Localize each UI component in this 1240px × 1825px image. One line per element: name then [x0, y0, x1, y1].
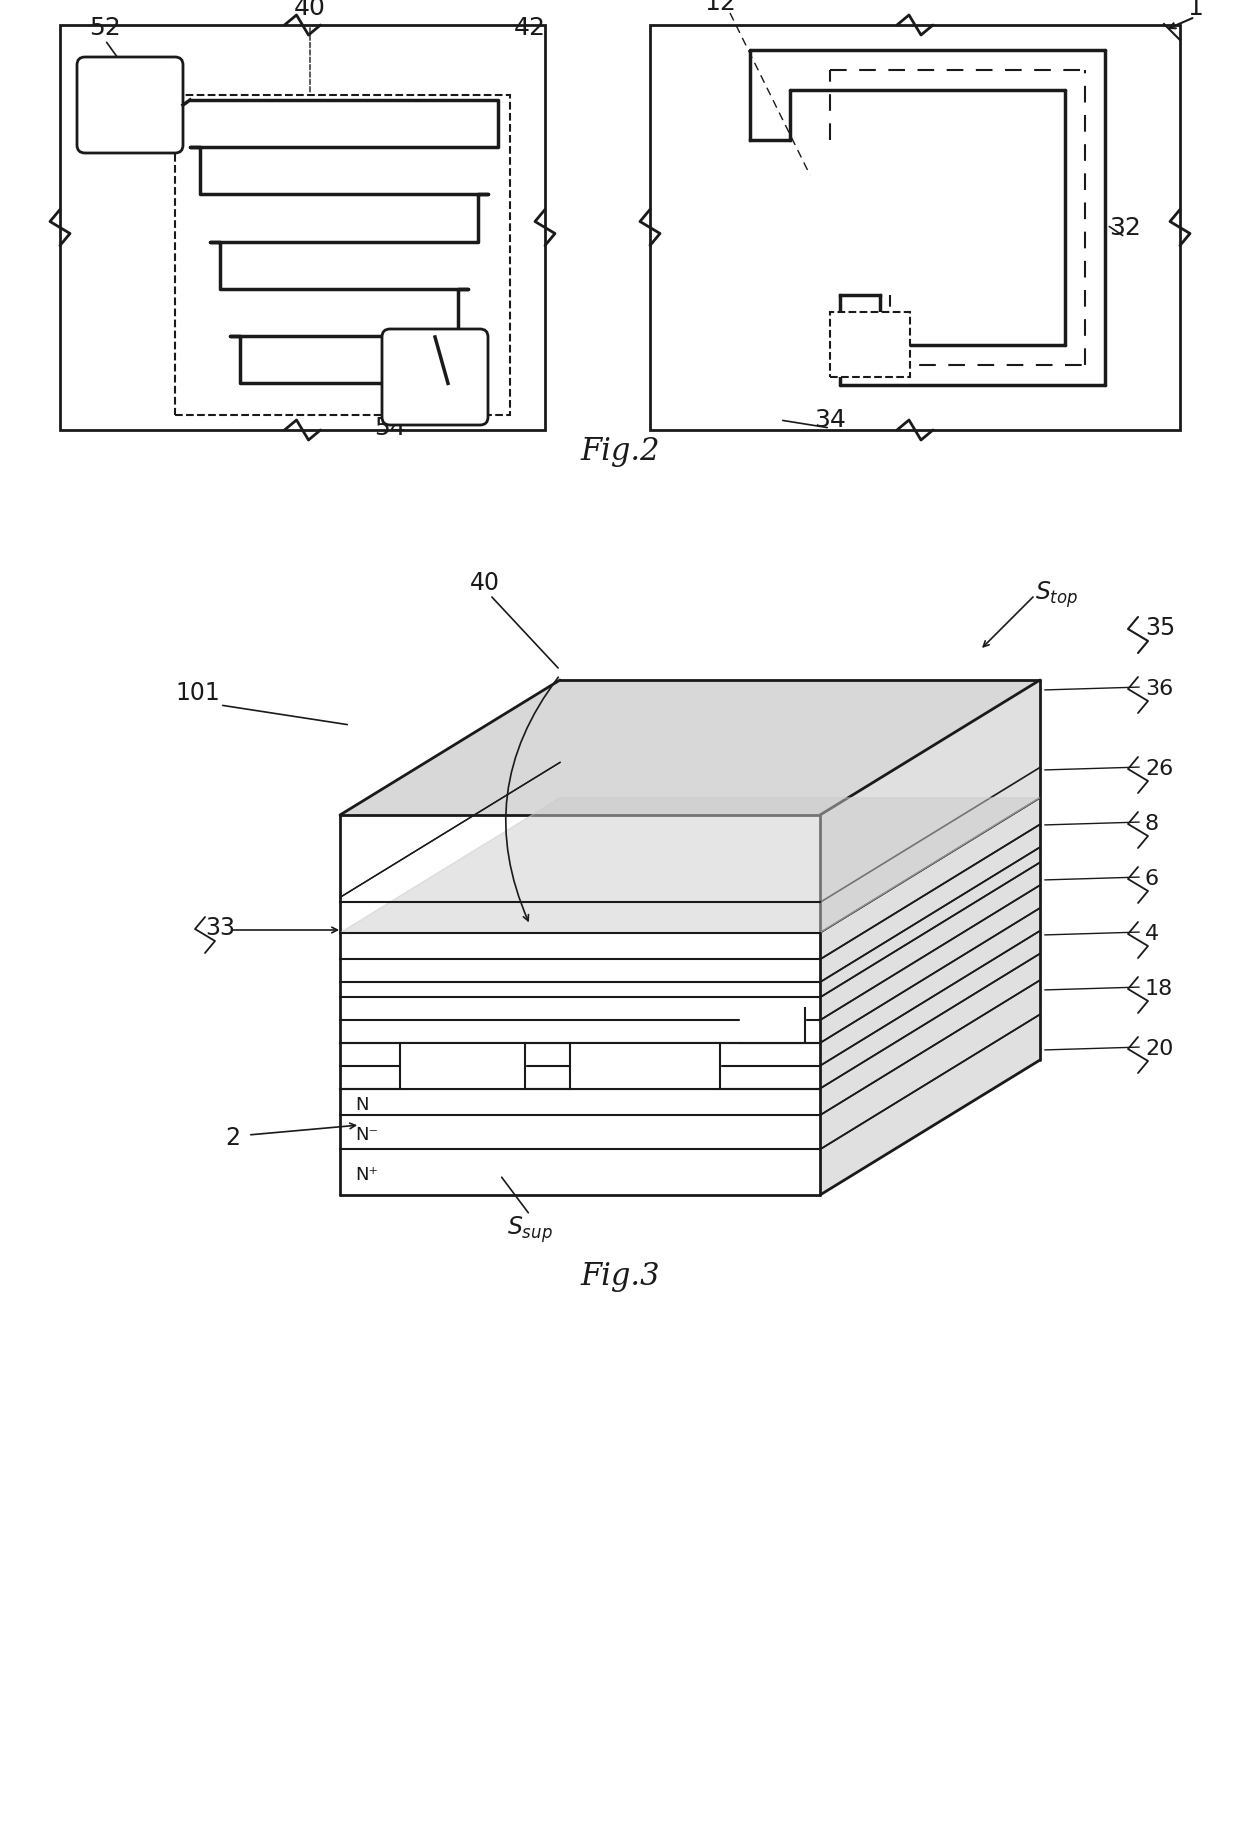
Bar: [175, 95, 510, 414]
Polygon shape: [340, 681, 1040, 816]
Polygon shape: [340, 816, 820, 1195]
FancyBboxPatch shape: [382, 328, 489, 425]
Bar: [830, 312, 910, 378]
Polygon shape: [401, 1044, 525, 1088]
Text: 2: 2: [224, 1126, 241, 1150]
Text: 32: 32: [1109, 215, 1141, 241]
Polygon shape: [740, 1007, 805, 1044]
Polygon shape: [340, 798, 1040, 933]
Text: 33: 33: [205, 916, 236, 940]
Text: 34: 34: [815, 409, 846, 433]
Text: 12: 12: [704, 0, 735, 15]
Polygon shape: [570, 1044, 720, 1088]
Text: Fig.2: Fig.2: [580, 436, 660, 467]
Text: 1: 1: [1187, 0, 1203, 20]
Text: N: N: [355, 1095, 368, 1113]
FancyBboxPatch shape: [77, 57, 184, 153]
Text: 8: 8: [1145, 814, 1159, 834]
Bar: [60, 26, 546, 431]
Text: 40: 40: [294, 0, 326, 20]
Text: 6: 6: [1145, 869, 1159, 889]
Text: 36: 36: [1145, 679, 1173, 699]
Text: 40: 40: [470, 571, 500, 595]
Text: 4: 4: [1145, 923, 1159, 944]
Text: 42: 42: [515, 16, 546, 40]
Text: Fig.3: Fig.3: [580, 1261, 660, 1292]
Text: 35: 35: [1145, 617, 1176, 641]
Text: 52: 52: [89, 16, 120, 40]
Text: N⁻: N⁻: [355, 1126, 378, 1144]
Text: 101: 101: [175, 681, 219, 704]
Polygon shape: [340, 1060, 1040, 1195]
Polygon shape: [820, 681, 1040, 1195]
Text: $S_{sup}$: $S_{sup}$: [507, 1214, 553, 1245]
Text: $S_{top}$: $S_{top}$: [1035, 580, 1079, 610]
Text: 54: 54: [374, 416, 405, 440]
Text: 18: 18: [1145, 978, 1173, 998]
Bar: [650, 26, 1180, 431]
Text: N⁺: N⁺: [355, 1166, 378, 1184]
Text: 26: 26: [1145, 759, 1173, 779]
Text: 20: 20: [1145, 1038, 1173, 1058]
